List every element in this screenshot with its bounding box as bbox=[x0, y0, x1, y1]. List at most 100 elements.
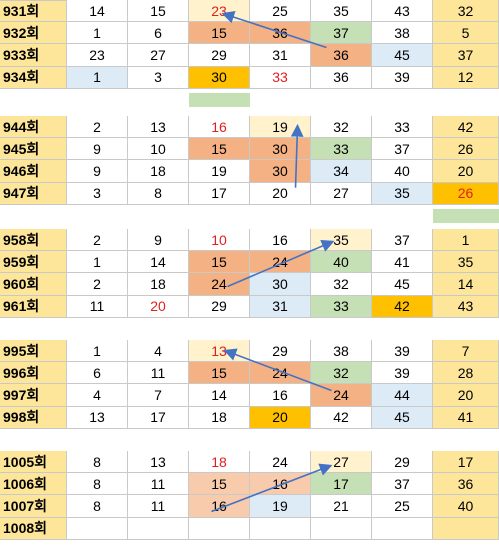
number-cell: 16 bbox=[250, 473, 311, 496]
number-cell: 18 bbox=[128, 273, 189, 296]
number-cell: 30 bbox=[189, 66, 250, 89]
number-cell: 2 bbox=[67, 116, 128, 139]
number-cell: 13 bbox=[67, 406, 128, 429]
number-cell: 18 bbox=[189, 451, 250, 474]
number-cell: 36 bbox=[311, 44, 372, 67]
number-cell: 20 bbox=[128, 295, 189, 318]
round-label: 934회 bbox=[0, 66, 67, 89]
bonus-number-cell: 32 bbox=[433, 0, 499, 23]
number-cell bbox=[67, 517, 128, 540]
number-cell: 3 bbox=[128, 66, 189, 89]
number-cell: 33 bbox=[311, 138, 372, 161]
number-cell: 39 bbox=[372, 66, 433, 89]
number-cell: 16 bbox=[250, 229, 311, 252]
number-cell: 11 bbox=[128, 362, 189, 385]
number-cell: 15 bbox=[128, 0, 189, 23]
bonus-number-cell: 41 bbox=[433, 406, 499, 429]
number-cell: 37 bbox=[311, 22, 372, 45]
number-cell: 17 bbox=[128, 406, 189, 429]
round-label: 933회 bbox=[0, 44, 67, 67]
number-cell: 13 bbox=[128, 116, 189, 139]
number-cell: 36 bbox=[250, 22, 311, 45]
number-cell: 33 bbox=[311, 295, 372, 318]
bonus-number-cell: 42 bbox=[433, 116, 499, 139]
number-cell: 15 bbox=[189, 22, 250, 45]
number-cell: 15 bbox=[189, 362, 250, 385]
number-cell: 21 bbox=[311, 495, 372, 518]
number-cell: 14 bbox=[189, 384, 250, 407]
number-cell: 39 bbox=[372, 340, 433, 363]
number-cell: 11 bbox=[128, 473, 189, 496]
number-cell: 1 bbox=[67, 340, 128, 363]
number-cell: 19 bbox=[250, 116, 311, 139]
number-cell bbox=[250, 517, 311, 540]
number-cell: 25 bbox=[250, 0, 311, 23]
bonus-number-cell: 14 bbox=[433, 273, 499, 296]
number-cell: 13 bbox=[128, 451, 189, 474]
number-cell: 37 bbox=[372, 473, 433, 496]
bonus-number-cell: 5 bbox=[433, 22, 499, 45]
round-label: 947회 bbox=[0, 182, 67, 205]
number-cell: 35 bbox=[311, 0, 372, 23]
round-label: 932회 bbox=[0, 22, 67, 45]
bonus-number-cell: 40 bbox=[433, 495, 499, 518]
number-cell: 45 bbox=[372, 406, 433, 429]
number-cell: 20 bbox=[250, 406, 311, 429]
number-cell: 40 bbox=[372, 160, 433, 183]
number-cell: 15 bbox=[189, 138, 250, 161]
round-label: 961회 bbox=[0, 295, 67, 318]
bonus-number-cell: 36 bbox=[433, 473, 499, 496]
number-cell: 13 bbox=[189, 340, 250, 363]
round-label: 944회 bbox=[0, 116, 67, 139]
round-label: 995회 bbox=[0, 340, 67, 363]
round-label: 996회 bbox=[0, 362, 67, 385]
number-cell: 16 bbox=[189, 116, 250, 139]
number-cell: 24 bbox=[250, 362, 311, 385]
bonus-number-cell: 28 bbox=[433, 362, 499, 385]
number-cell: 33 bbox=[250, 66, 311, 89]
round-label: 946회 bbox=[0, 160, 67, 183]
number-cell: 29 bbox=[250, 340, 311, 363]
number-cell: 44 bbox=[372, 384, 433, 407]
round-label: 931회 bbox=[0, 0, 67, 23]
round-label: 1005회 bbox=[0, 451, 67, 474]
number-cell: 31 bbox=[250, 295, 311, 318]
number-cell: 33 bbox=[372, 116, 433, 139]
number-cell: 16 bbox=[189, 495, 250, 518]
number-cell: 29 bbox=[189, 295, 250, 318]
number-cell: 9 bbox=[128, 229, 189, 252]
number-cell: 14 bbox=[128, 251, 189, 274]
number-cell: 7 bbox=[128, 384, 189, 407]
number-cell: 3 bbox=[67, 182, 128, 205]
number-cell: 37 bbox=[372, 229, 433, 252]
number-cell: 27 bbox=[128, 44, 189, 67]
number-cell: 42 bbox=[372, 295, 433, 318]
number-cell: 38 bbox=[311, 340, 372, 363]
number-cell: 18 bbox=[128, 160, 189, 183]
round-label: 998회 bbox=[0, 406, 67, 429]
number-cell: 24 bbox=[250, 451, 311, 474]
bonus-number-cell: 26 bbox=[433, 138, 499, 161]
number-cell: 8 bbox=[67, 495, 128, 518]
number-cell: 6 bbox=[128, 22, 189, 45]
bonus-number-cell: 35 bbox=[433, 251, 499, 274]
number-cell: 31 bbox=[250, 44, 311, 67]
bonus-number-cell: 43 bbox=[433, 295, 499, 318]
number-cell: 8 bbox=[67, 451, 128, 474]
number-cell: 15 bbox=[189, 251, 250, 274]
number-cell: 27 bbox=[311, 451, 372, 474]
number-cell: 19 bbox=[189, 160, 250, 183]
number-cell: 1 bbox=[67, 251, 128, 274]
number-cell: 24 bbox=[311, 384, 372, 407]
number-cell: 23 bbox=[67, 44, 128, 67]
round-label: 959회 bbox=[0, 251, 67, 274]
number-cell: 4 bbox=[67, 384, 128, 407]
number-cell: 24 bbox=[250, 251, 311, 274]
round-label: 1008회 bbox=[0, 517, 67, 540]
number-cell: 18 bbox=[189, 406, 250, 429]
number-cell: 36 bbox=[311, 66, 372, 89]
number-cell: 16 bbox=[250, 384, 311, 407]
highlight-marker bbox=[189, 92, 250, 107]
number-cell: 1 bbox=[67, 66, 128, 89]
